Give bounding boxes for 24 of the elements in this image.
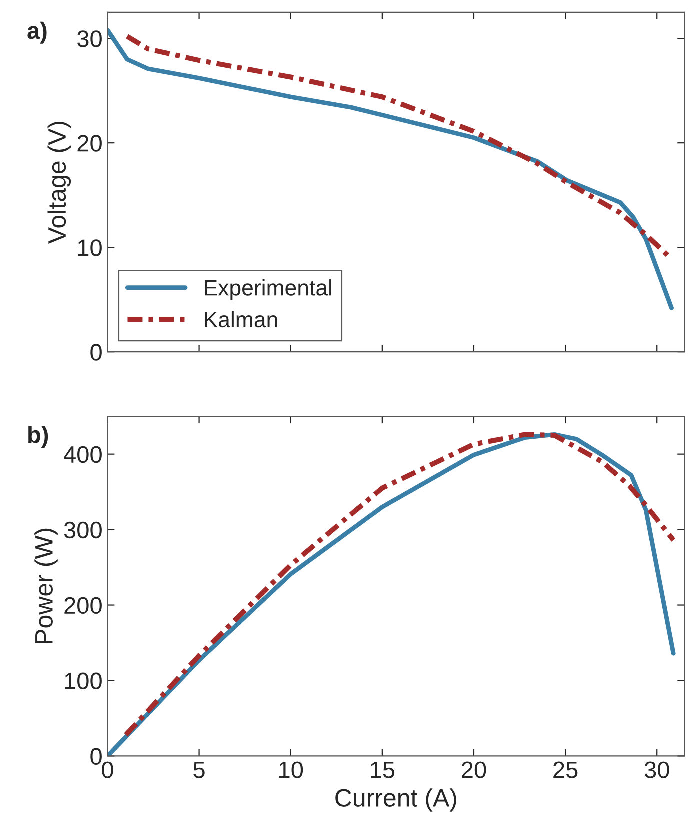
y-axis-title: Voltage (V) (48, 122, 72, 244)
x-tick-label: 25 (554, 762, 578, 778)
y-tick-label: 400 (64, 446, 102, 464)
y-tick-label: 30 (78, 30, 102, 48)
x-axis-title: Current (A) (336, 788, 456, 812)
x-tick-label: 0 (102, 762, 114, 778)
x-tick-label: 20 (462, 762, 486, 778)
y-tick-label: 10 (78, 240, 102, 256)
y-tick-label: 20 (78, 135, 102, 152)
y-axis-title: Power (W) (34, 528, 58, 644)
y-tick-label: 0 (90, 748, 102, 765)
x-tick-label: 15 (371, 762, 395, 778)
y-tick-label: 100 (65, 672, 102, 690)
text: b) (28, 426, 48, 448)
x-tick-label: 5 (194, 762, 205, 778)
y-tick-label: 300 (64, 522, 102, 539)
x-tick-label: 30 (644, 762, 670, 778)
legend-label: Experimental (205, 280, 332, 300)
y-tick-label: 200 (64, 597, 102, 614)
text: a) (28, 22, 47, 44)
y-tick-label: 0 (90, 344, 102, 361)
line-series (108, 28, 674, 310)
legend-label: Kalman (205, 311, 278, 328)
x-tick-label: 10 (280, 762, 304, 778)
